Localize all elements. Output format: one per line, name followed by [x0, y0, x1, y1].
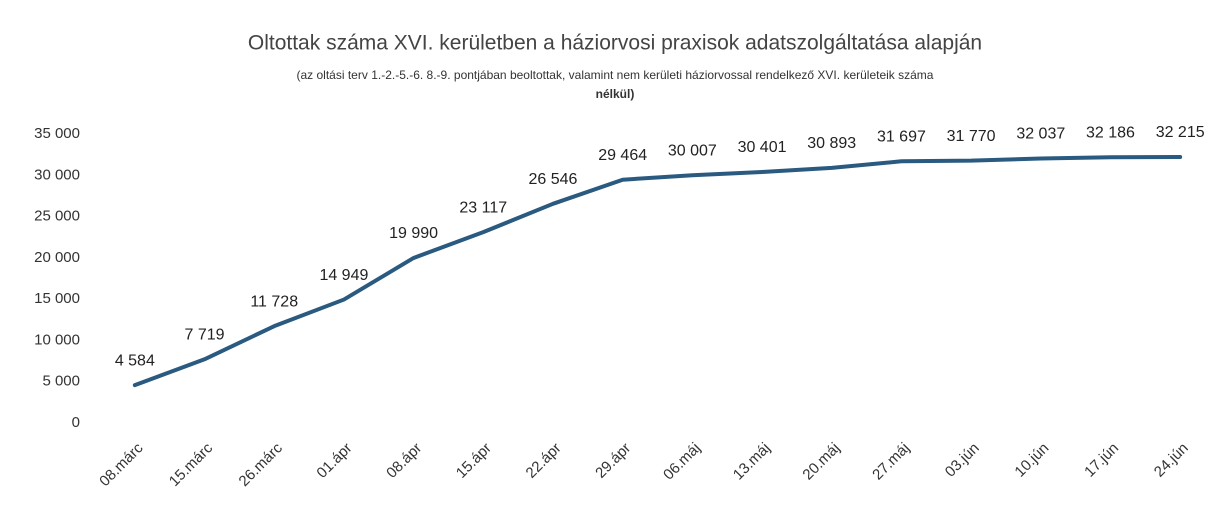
x-tick-label: 26.márc	[236, 439, 287, 490]
data-label: 31 770	[947, 128, 996, 145]
data-label: 32 215	[1156, 124, 1205, 141]
x-tick-label: 29.ápr	[592, 440, 634, 482]
x-tick-label: 08.ápr	[383, 440, 425, 482]
data-label: 32 037	[1016, 126, 1065, 143]
y-tick-label: 10 000	[34, 331, 80, 348]
x-tick-label: 13.máj	[730, 440, 774, 484]
y-tick-label: 20 000	[34, 249, 80, 266]
x-tick-label: 10.jún	[1011, 440, 1052, 481]
data-label: 32 186	[1086, 124, 1135, 141]
chart-title: Oltottak száma XVI. kerületben a háziorv…	[248, 32, 982, 55]
x-tick-label: 03.jún	[942, 440, 983, 481]
data-label: 30 893	[807, 135, 856, 152]
data-label: 26 546	[529, 171, 578, 188]
data-label: 19 990	[389, 225, 438, 242]
y-tick-label: 5 000	[42, 373, 80, 390]
y-tick-label: 30 000	[34, 166, 80, 183]
y-tick-label: 15 000	[34, 290, 80, 307]
data-label: 29 464	[598, 147, 647, 164]
x-tick-label: 01.ápr	[313, 440, 355, 482]
x-tick-label: 08.márc	[96, 439, 147, 490]
y-tick-label: 35 000	[34, 125, 80, 142]
data-label: 31 697	[877, 128, 926, 145]
x-tick-label: 20.máj	[799, 440, 843, 484]
chart-subtitle: (az oltási terv 1.-2.-5.-6. 8.-9. pontjá…	[297, 68, 934, 82]
x-tick-label: 17.jún	[1081, 440, 1122, 481]
x-tick-label: 24.jún	[1151, 440, 1192, 481]
x-tick-label: 06.máj	[660, 440, 704, 484]
y-tick-label: 0	[72, 414, 80, 431]
data-label: 30 401	[738, 139, 787, 156]
data-label: 23 117	[459, 199, 507, 216]
data-label: 11 728	[250, 293, 298, 310]
data-label: 30 007	[668, 142, 717, 159]
line	[132, 154, 1183, 388]
data-label: 7 719	[185, 326, 225, 343]
x-tick-label: 15.márc	[166, 439, 217, 490]
data-label: 4 584	[115, 352, 155, 369]
chart-subtitle: nélkül)	[596, 87, 635, 101]
x-tick-label: 15.ápr	[453, 440, 495, 482]
x-tick-label: 27.máj	[869, 440, 913, 484]
y-tick-label: 25 000	[34, 208, 80, 225]
data-label: 14 949	[319, 267, 368, 284]
x-tick-label: 22.ápr	[522, 440, 564, 482]
